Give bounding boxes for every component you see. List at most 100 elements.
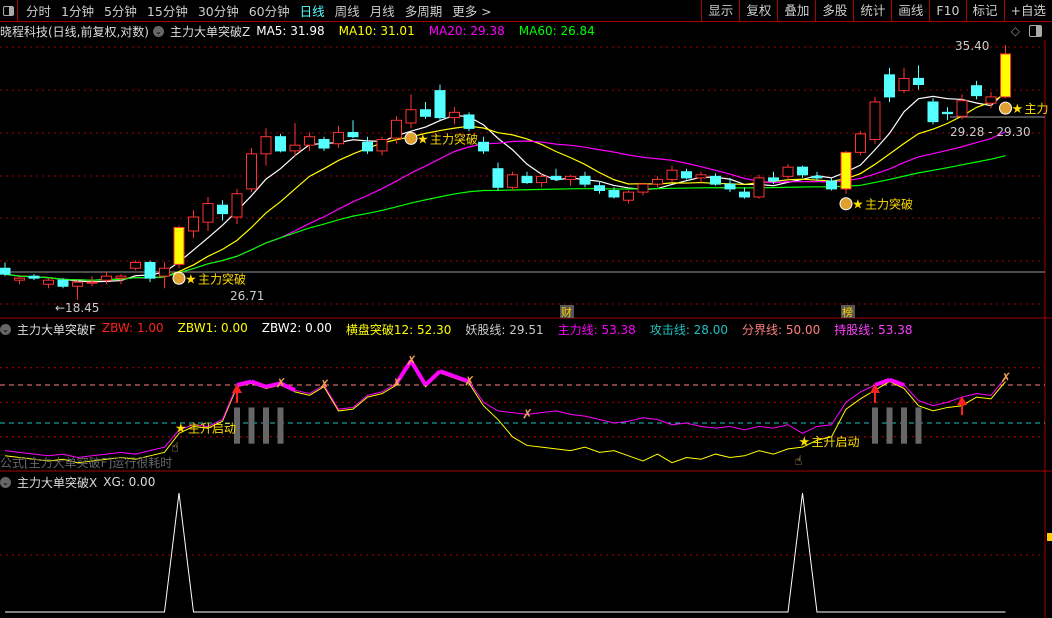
period-tab[interactable]: 周线 <box>334 4 360 19</box>
toolbar-button[interactable]: 统计 <box>853 0 891 22</box>
indicator-signal-label: 主升启动 <box>188 421 236 435</box>
indicator-header: ⌄ 主力大单突破F ZBW: 1.00 ZBW1: 0.00 ZBW2: 0.00 横… <box>0 320 924 338</box>
indicator-value: 持股线: 53.38 <box>834 322 913 337</box>
high-price-label: 35.40 <box>955 39 989 53</box>
candle-body <box>942 111 953 115</box>
indicator-menu-icon[interactable]: ⌄ <box>0 323 11 335</box>
candlestick <box>681 168 692 180</box>
candle-body <box>14 277 25 281</box>
candlestick <box>449 107 460 125</box>
candle-body <box>492 168 504 188</box>
gray-bar <box>886 407 893 444</box>
candle-body <box>217 204 228 215</box>
candlestick <box>130 260 141 271</box>
xg-indicator-name[interactable]: 主力大单突破X <box>17 475 98 490</box>
candlestick <box>391 116 402 144</box>
running-figure-icon: ✗ <box>464 375 475 390</box>
indicator-value: 攻击线: 28.00 <box>649 322 729 337</box>
period-tab[interactable]: 1分钟 <box>61 4 94 19</box>
xg-header: ⌄ 主力大单突破X XG: 0.00 <box>0 473 161 491</box>
ma60-line <box>4 155 1006 281</box>
candle-body <box>507 174 518 188</box>
toolbar-button[interactable]: 画线 <box>891 0 929 22</box>
sidebar-toggle-button[interactable] <box>0 0 18 22</box>
up-arrow-icon <box>870 384 880 403</box>
period-tab[interactable]: 更多 > <box>452 4 492 19</box>
period-tab[interactable]: 月线 <box>369 4 395 19</box>
running-figure-icon: ✗ <box>1001 371 1012 386</box>
candlestick <box>434 84 446 121</box>
range-price-label: 29.28 - 29.30 <box>950 125 1031 139</box>
toolbar-button[interactable]: 标记 <box>965 0 1004 22</box>
period-tab[interactable]: 60分钟 <box>248 4 290 19</box>
candlestick <box>275 133 286 153</box>
candle-body <box>478 141 489 152</box>
yellow-line <box>4 361 1006 464</box>
diamond-icon[interactable]: ◇ <box>1010 24 1020 38</box>
candlestick <box>710 173 721 186</box>
period-tab[interactable]: 多周期 <box>404 4 443 19</box>
candle-body <box>405 109 417 124</box>
toolbar-button[interactable]: +自选 <box>1003 0 1052 22</box>
candle-body <box>130 261 141 269</box>
ma-value: MA10: 31.01 <box>338 24 415 38</box>
period-tab[interactable]: 30分钟 <box>197 4 239 19</box>
indicator-value: ZBW: 1.00 <box>101 320 164 335</box>
candlestick <box>1000 45 1011 99</box>
thick-magenta-segment <box>409 359 428 387</box>
indicator-value: 分界线: 50.00 <box>742 322 821 337</box>
indicator-menu-icon[interactable]: ⌄ <box>153 25 164 37</box>
candlestick <box>840 150 852 194</box>
period-tab[interactable]: 5分钟 <box>103 4 137 19</box>
star-icon: ★ <box>852 198 864 213</box>
period-tab[interactable]: 分时 <box>26 4 52 19</box>
event-badge <box>841 305 855 318</box>
gray-bar <box>234 407 240 444</box>
candlestick <box>376 136 388 156</box>
candlestick <box>202 196 214 231</box>
candlestick <box>768 171 779 185</box>
candle-body <box>434 90 446 119</box>
candle-body <box>115 275 127 279</box>
candlestick <box>695 171 707 183</box>
candlestick <box>43 278 54 289</box>
candlestick <box>115 274 127 285</box>
indicator-value: 主力线: 53.38 <box>557 322 636 337</box>
toolbar-button[interactable]: 显示 <box>701 0 739 22</box>
candle-body <box>304 136 315 146</box>
candlestick <box>362 136 373 154</box>
indicator-menu-icon[interactable]: ⌄ <box>0 476 11 488</box>
candle-body <box>695 174 707 179</box>
thick-magenta-segment <box>265 381 281 389</box>
hand-pointer-icon: ☝ <box>171 440 179 455</box>
star-icon: ★ <box>1012 102 1024 117</box>
thick-magenta-segment <box>888 377 905 387</box>
running-figure-icon: ✗ <box>276 376 287 391</box>
candle-body <box>869 101 881 140</box>
indicator-name[interactable]: 主力大单突破F <box>17 322 96 337</box>
toolbar-button[interactable]: 叠加 <box>777 0 815 22</box>
period-tab[interactable]: 日线 <box>299 4 325 19</box>
candle-body <box>188 216 199 232</box>
gray-bar <box>277 407 284 444</box>
period-tab[interactable]: 15分钟 <box>146 4 188 19</box>
candlestick <box>72 280 83 300</box>
toolbar-button[interactable]: 复权 <box>739 0 777 22</box>
main-indicator-name[interactable]: 主力大单突破Z <box>170 24 251 39</box>
candle-body <box>28 275 40 279</box>
candlestick <box>260 128 272 166</box>
candlestick <box>637 182 649 196</box>
toolbar-button[interactable]: 多股 <box>815 0 853 22</box>
money-bag-icon <box>999 101 1012 115</box>
up-arrow-icon <box>232 384 242 403</box>
candlestick <box>463 112 475 132</box>
gray-bar <box>901 407 907 444</box>
panel-layout-icon[interactable] <box>1029 25 1042 37</box>
candlestick <box>565 174 576 186</box>
indicator-value: ZBW1: 0.00 <box>177 320 248 335</box>
candlestick <box>86 276 98 287</box>
toolbar-button[interactable]: F10 <box>929 0 965 22</box>
thick-magenta-segment <box>439 369 456 379</box>
gray-bar <box>263 407 269 444</box>
